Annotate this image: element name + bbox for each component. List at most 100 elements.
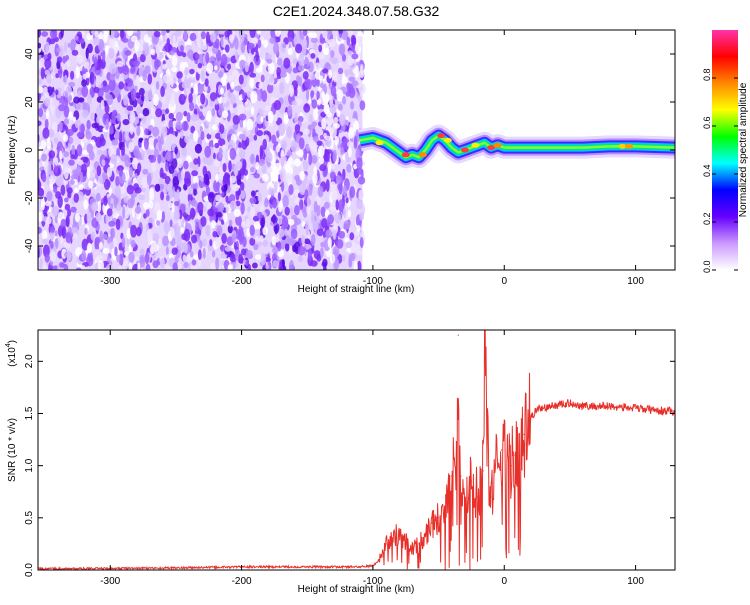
noise-speckle xyxy=(210,32,216,43)
noise-speckle xyxy=(346,82,351,91)
noise-speckle xyxy=(96,165,102,177)
noise-speckle xyxy=(309,114,313,123)
noise-speckle xyxy=(357,95,362,103)
noise-speckle xyxy=(122,206,126,219)
noise-speckle xyxy=(317,98,321,106)
noise-speckle xyxy=(57,195,63,208)
noise-speckle xyxy=(75,267,82,270)
noise-speckle xyxy=(312,128,316,137)
noise-speckle xyxy=(322,258,328,267)
noise-speckle xyxy=(284,206,290,216)
noise-speckle xyxy=(162,63,168,70)
noise-speckle xyxy=(205,52,210,64)
noise-speckle xyxy=(195,53,201,60)
noise-speckle xyxy=(257,192,262,203)
noise-speckle xyxy=(161,120,168,127)
noise-speckle xyxy=(310,90,314,99)
noise-speckle xyxy=(81,238,89,251)
noise-speckle xyxy=(242,159,247,172)
noise-speckle xyxy=(299,170,305,181)
noise-speckle xyxy=(247,206,251,212)
noise-speckle xyxy=(139,46,144,52)
noise-speckle xyxy=(313,107,319,121)
noise-speckle xyxy=(297,64,305,72)
noise-speckle xyxy=(325,229,333,239)
noise-speckle xyxy=(55,89,59,96)
noise-speckle xyxy=(128,130,135,139)
noise-speckle xyxy=(214,99,219,105)
noise-speckle xyxy=(215,257,220,270)
noise-speckle xyxy=(81,109,89,119)
y-tick-label: 0.0 xyxy=(24,563,35,577)
noise-speckle xyxy=(132,60,140,67)
noise-speckle xyxy=(124,250,130,256)
noise-speckle xyxy=(225,195,229,203)
noise-speckle xyxy=(356,249,363,256)
snr-point xyxy=(411,548,413,550)
noise-speckle xyxy=(73,193,80,203)
noise-speckle xyxy=(122,119,130,126)
noise-speckle xyxy=(44,118,49,130)
snr-point xyxy=(385,543,387,545)
noise-speckle xyxy=(123,195,129,204)
noise-speckle xyxy=(155,59,161,68)
noise-speckle xyxy=(359,212,364,221)
noise-speckle xyxy=(312,42,319,51)
noise-speckle xyxy=(249,197,257,204)
noise-speckle xyxy=(255,254,262,260)
noise-speckle xyxy=(166,194,170,202)
noise-speckle xyxy=(272,260,279,268)
noise-speckle xyxy=(60,235,64,245)
noise-speckle xyxy=(142,168,149,175)
noise-speckle xyxy=(320,206,326,217)
noise-speckle xyxy=(90,231,96,241)
noise-speckle xyxy=(63,118,70,125)
noise-speckle xyxy=(129,122,134,135)
noise-speckle xyxy=(288,184,294,196)
noise-speckle xyxy=(102,247,110,254)
noise-speckle xyxy=(306,196,311,208)
noise-speckle xyxy=(225,44,230,53)
noise-speckle xyxy=(321,91,326,99)
noise-speckle xyxy=(326,115,333,127)
noise-speckle xyxy=(290,228,298,240)
y-tick-label: 40 xyxy=(24,48,35,60)
noise-speckle xyxy=(352,68,357,74)
noise-speckle xyxy=(161,30,166,36)
noise-speckle xyxy=(119,30,125,39)
noise-speckle xyxy=(67,208,72,217)
noise-speckle xyxy=(329,253,336,264)
snr-point xyxy=(464,506,466,508)
noise-speckle xyxy=(316,253,322,262)
noise-speckle xyxy=(249,76,255,89)
noise-speckle xyxy=(337,103,343,111)
noise-speckle xyxy=(190,113,198,122)
noise-speckle xyxy=(311,32,317,39)
noise-speckle xyxy=(345,197,349,204)
noise-speckle xyxy=(164,175,171,185)
noise-speckle xyxy=(277,57,283,66)
noise-speckle xyxy=(262,239,269,247)
noise-speckle xyxy=(220,87,224,95)
x-tick-label: -300 xyxy=(100,576,120,587)
noise-region xyxy=(38,30,366,270)
noise-speckle xyxy=(279,72,287,78)
noise-speckle xyxy=(102,234,108,240)
snr-line-group xyxy=(38,330,675,570)
noise-speckle xyxy=(250,166,255,173)
noise-speckle xyxy=(187,49,194,59)
noise-speckle xyxy=(212,152,216,160)
snr-point xyxy=(477,496,479,498)
noise-speckle xyxy=(53,137,59,144)
noise-speckle xyxy=(189,161,194,168)
noise-speckle xyxy=(139,87,145,96)
noise-speckle xyxy=(224,30,229,38)
noise-speckle xyxy=(238,113,247,121)
noise-speckle xyxy=(103,68,108,77)
noise-speckle xyxy=(41,173,47,183)
noise-speckle xyxy=(144,252,150,265)
noise-speckle xyxy=(298,137,305,150)
noise-speckle xyxy=(322,30,328,39)
noise-speckle xyxy=(272,199,278,209)
y-tick-label: -20 xyxy=(24,190,35,205)
